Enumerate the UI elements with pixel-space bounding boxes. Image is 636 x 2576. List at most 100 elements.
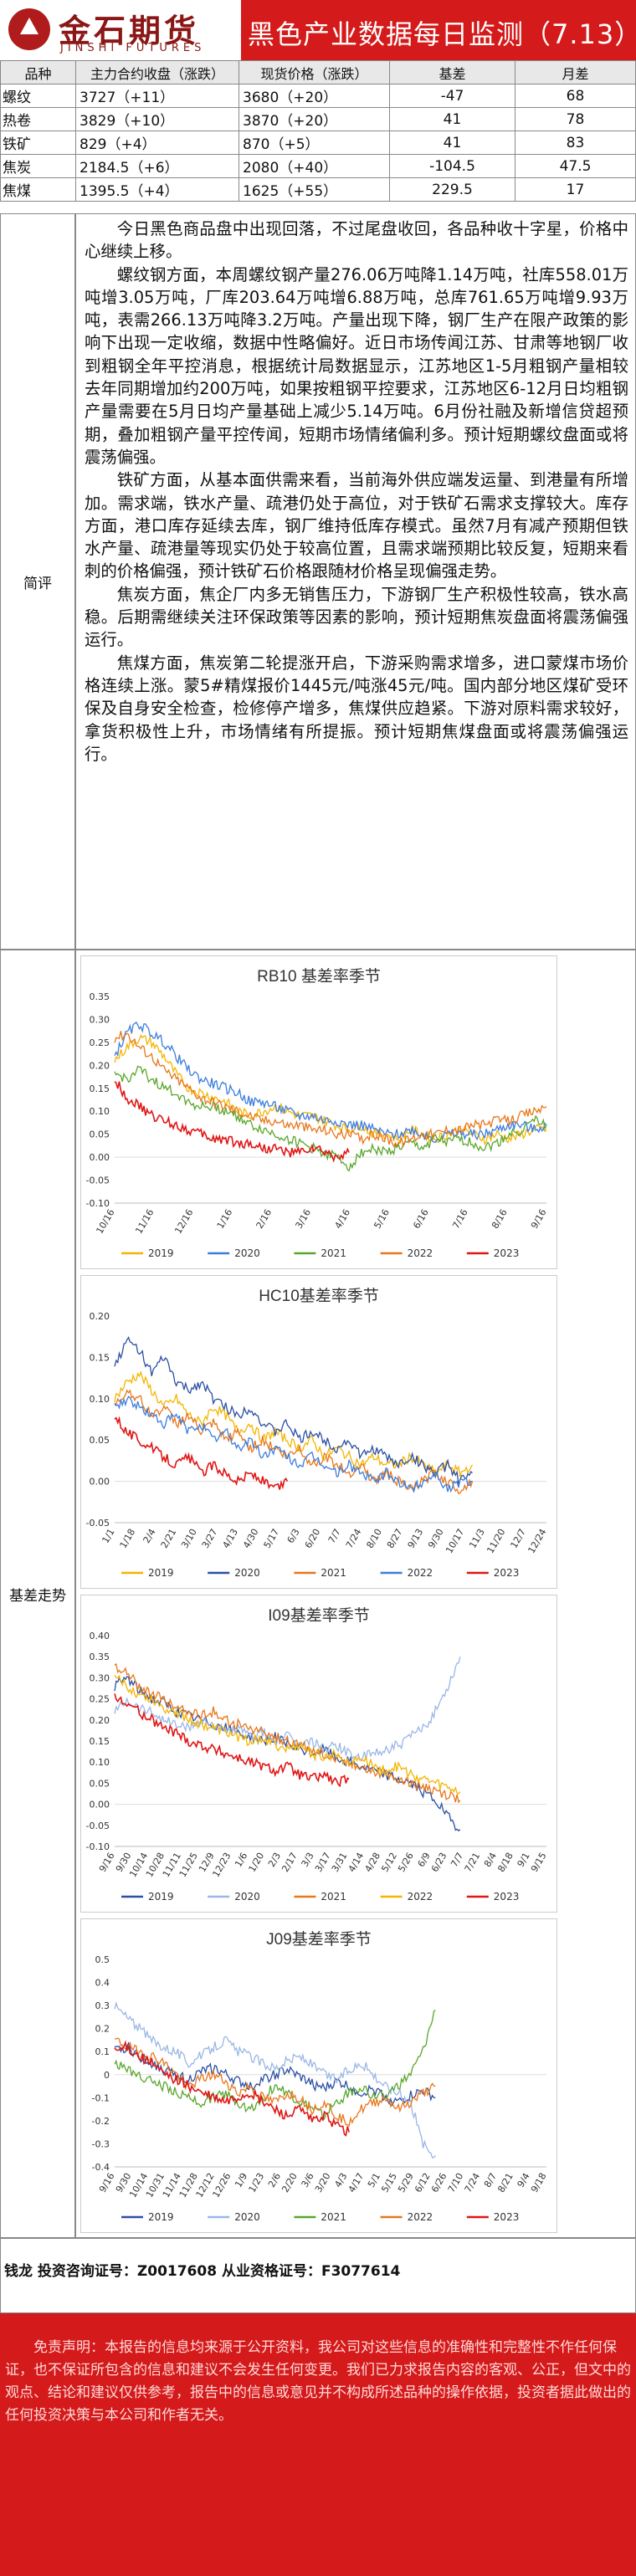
x-tick-label: 7/24 — [344, 1527, 364, 1550]
x-tick-label: 1/18 — [118, 1527, 138, 1550]
x-tick-label: 2/20 — [280, 2171, 300, 2194]
col-header-spread: 月差 — [515, 60, 636, 85]
price-table-header: 品种 主力合约收盘（涨跌） 现货价格（涨跌） 基差 月差 — [0, 60, 636, 85]
legend-label-2021: 2021 — [321, 2211, 346, 2223]
chart-i09-svg: I09基差率季节 0.40 0.35 0.30 0.25 0.20 0.15 0.10 0.05… — [86, 1606, 549, 1903]
basis-cell: -104.5 — [389, 154, 515, 178]
legend-label-2020: 2020 — [234, 1567, 260, 1579]
basis-cell: 41 — [389, 131, 515, 155]
logo-mark-icon — [8, 8, 50, 50]
x-tick-label: 12/24 — [526, 1527, 548, 1555]
legend-label-2020: 2020 — [234, 1891, 260, 1903]
x-tick-label: 9/16 — [97, 2171, 117, 2194]
chart-title: I09基差率季节 — [268, 1606, 369, 1625]
x-tick-label: 9/16 — [529, 1207, 549, 1231]
col-header-spot: 现货价格（涨跌） — [238, 60, 390, 85]
series-line-2019 — [114, 2041, 436, 2107]
x-tick-label: 8/18 — [495, 1851, 515, 1874]
basis-cell: 229.5 — [389, 177, 515, 202]
price-table-row: 焦煤 1395.5（+4） 1625（+55） 229.5 17 — [0, 177, 636, 202]
x-tick-label: 1/1 — [100, 1527, 116, 1545]
spot-price-cell: 3680（+20） — [238, 84, 390, 108]
variety-cell: 铁矿 — [0, 131, 76, 155]
x-tick-label: 3/16 — [294, 1207, 314, 1231]
x-tick-label: 7/7 — [326, 1527, 343, 1545]
futures-price-cell: 3727（+11） — [75, 84, 239, 108]
spot-price-cell: 3870（+20） — [238, 107, 390, 131]
y-tick-label: -0.05 — [86, 1821, 110, 1831]
x-tick-label: 6/3 — [285, 1527, 302, 1545]
x-tick-label: 7/16 — [450, 1207, 470, 1231]
y-tick-label: 0.00 — [90, 1477, 110, 1488]
price-table: 品种 主力合约收盘（涨跌） 现货价格（涨跌） 基差 月差 螺纹 3727（+11）… — [0, 60, 636, 202]
legend-label-2021: 2021 — [321, 1567, 346, 1579]
y-tick-label: 0.05 — [90, 1778, 110, 1789]
y-tick-label: 0.15 — [90, 1083, 110, 1094]
analyst-signature: 钱龙 投资咨询证号：Z0017608 从业资格证号：F3077614 — [0, 2238, 636, 2313]
x-tick-label: 12/16 — [172, 1207, 195, 1236]
futures-price-cell: 1395.5（+4） — [75, 177, 239, 202]
y-tick-label: 0.00 — [90, 1800, 110, 1810]
y-tick-label: -0.2 — [92, 2116, 110, 2127]
logo-cn-text: 金石期货 — [59, 13, 200, 49]
legend-label-2023: 2023 — [494, 1891, 520, 1903]
futures-price-cell: 2184.5（+6） — [75, 154, 239, 178]
series-line-2019 — [114, 1370, 474, 1477]
chart-rb10: RB10 基差率季节 0.35 0.30 0.25 0.20 0.15 0.10 0.05 0.… — [80, 955, 557, 1269]
legend-label-2020: 2020 — [234, 1247, 260, 1259]
y-tick-label: 0.05 — [90, 1435, 110, 1446]
series-line-2022 — [114, 1396, 473, 1493]
y-tick-label: 0.3 — [95, 2000, 110, 2011]
x-tick-label: 2/16 — [254, 1207, 274, 1231]
variety-cell: 热卷 — [0, 107, 76, 131]
y-tick-label: 0.15 — [90, 1736, 110, 1747]
legend-label-2019: 2019 — [148, 1891, 174, 1903]
y-tick-label: 0.15 — [90, 1352, 110, 1363]
disclaimer-text: 免责声明：本报告的信息均来源于公开资料，我公司对这些信息的准确性和完整性不作任何… — [5, 2339, 631, 2424]
x-tick-label: 4/17 — [346, 2171, 367, 2194]
chart-title: HC10基差率季节 — [259, 1287, 379, 1305]
series-line-2021 — [114, 2010, 436, 2122]
x-tick-label: 8/16 — [490, 1207, 510, 1231]
x-tick-label: 4/14 — [346, 1851, 367, 1874]
spread-cell: 68 — [515, 84, 636, 108]
x-tick-label: 6/20 — [303, 1527, 323, 1550]
price-table-row: 螺纹 3727（+11） 3680（+20） -47 68 — [0, 84, 636, 108]
summary-paragraph: 铁矿方面，从基本面供需来看，当前海外供应端发运量、到港量有所增加。需求端，铁水产… — [85, 470, 628, 581]
spot-price-cell: 870（+5） — [238, 131, 390, 155]
futures-price-cell: 829（+4） — [75, 131, 239, 155]
chart-i09: I09基差率季节 0.40 0.35 0.30 0.25 0.20 0.15 0.10 0.05… — [80, 1595, 557, 1913]
legend-label-2023: 2023 — [494, 2211, 520, 2223]
x-tick-label: 2/17 — [280, 1851, 300, 1874]
spot-price-cell: 1625（+55） — [238, 177, 390, 202]
legend-label-2019: 2019 — [148, 1247, 174, 1259]
y-tick-label: -0.4 — [92, 2162, 110, 2173]
y-tick-label: -0.10 — [86, 1198, 110, 1209]
basis-cell: -47 — [389, 84, 515, 108]
spot-price-cell: 2080（+40） — [238, 154, 390, 178]
summary-text: 今日黑色商品盘中出现回落，不过尾盘收回，各品种收十字星，价格中心继续上移。 螺纹… — [75, 213, 636, 950]
x-tick-label: 4/13 — [220, 1527, 240, 1550]
y-tick-label: 0.20 — [90, 1715, 110, 1726]
x-tick-label: 5/26 — [396, 1851, 416, 1874]
chart-hc10-svg: HC10基差率季节 0.20 0.15 0.10 0.05 0.00 -0.051/1 1/1… — [86, 1287, 549, 1579]
x-tick-label: 9/16 — [97, 1851, 117, 1874]
legend-label-2022: 2022 — [408, 2211, 433, 2223]
legend-label-2023: 2023 — [494, 1567, 520, 1579]
y-tick-label: -0.1 — [92, 2092, 110, 2103]
y-tick-label: 0.35 — [90, 1652, 110, 1662]
y-tick-label: 0.10 — [90, 1394, 110, 1405]
spread-cell: 47.5 — [515, 154, 636, 178]
series-line-2019 — [114, 1676, 461, 1832]
x-tick-label: 7/10 — [446, 2171, 466, 2194]
x-tick-label: 5/15 — [379, 2171, 399, 2194]
col-header-basis: 基差 — [389, 60, 515, 85]
series-line-2020 — [114, 2000, 436, 2159]
x-tick-label: 2/4 — [141, 1527, 158, 1545]
price-table-row: 铁矿 829（+4） 870（+5） 41 83 — [0, 131, 636, 155]
header-bar: 金石期货 JINSHI FUTURES 黑色产业数据每日监测（7.13） — [0, 0, 636, 60]
x-tick-label: 1/16 — [215, 1207, 235, 1231]
x-tick-label: 4/28 — [363, 1851, 383, 1874]
y-tick-label: 0.4 — [95, 1978, 110, 1989]
series-line-2022 — [114, 1674, 461, 1795]
